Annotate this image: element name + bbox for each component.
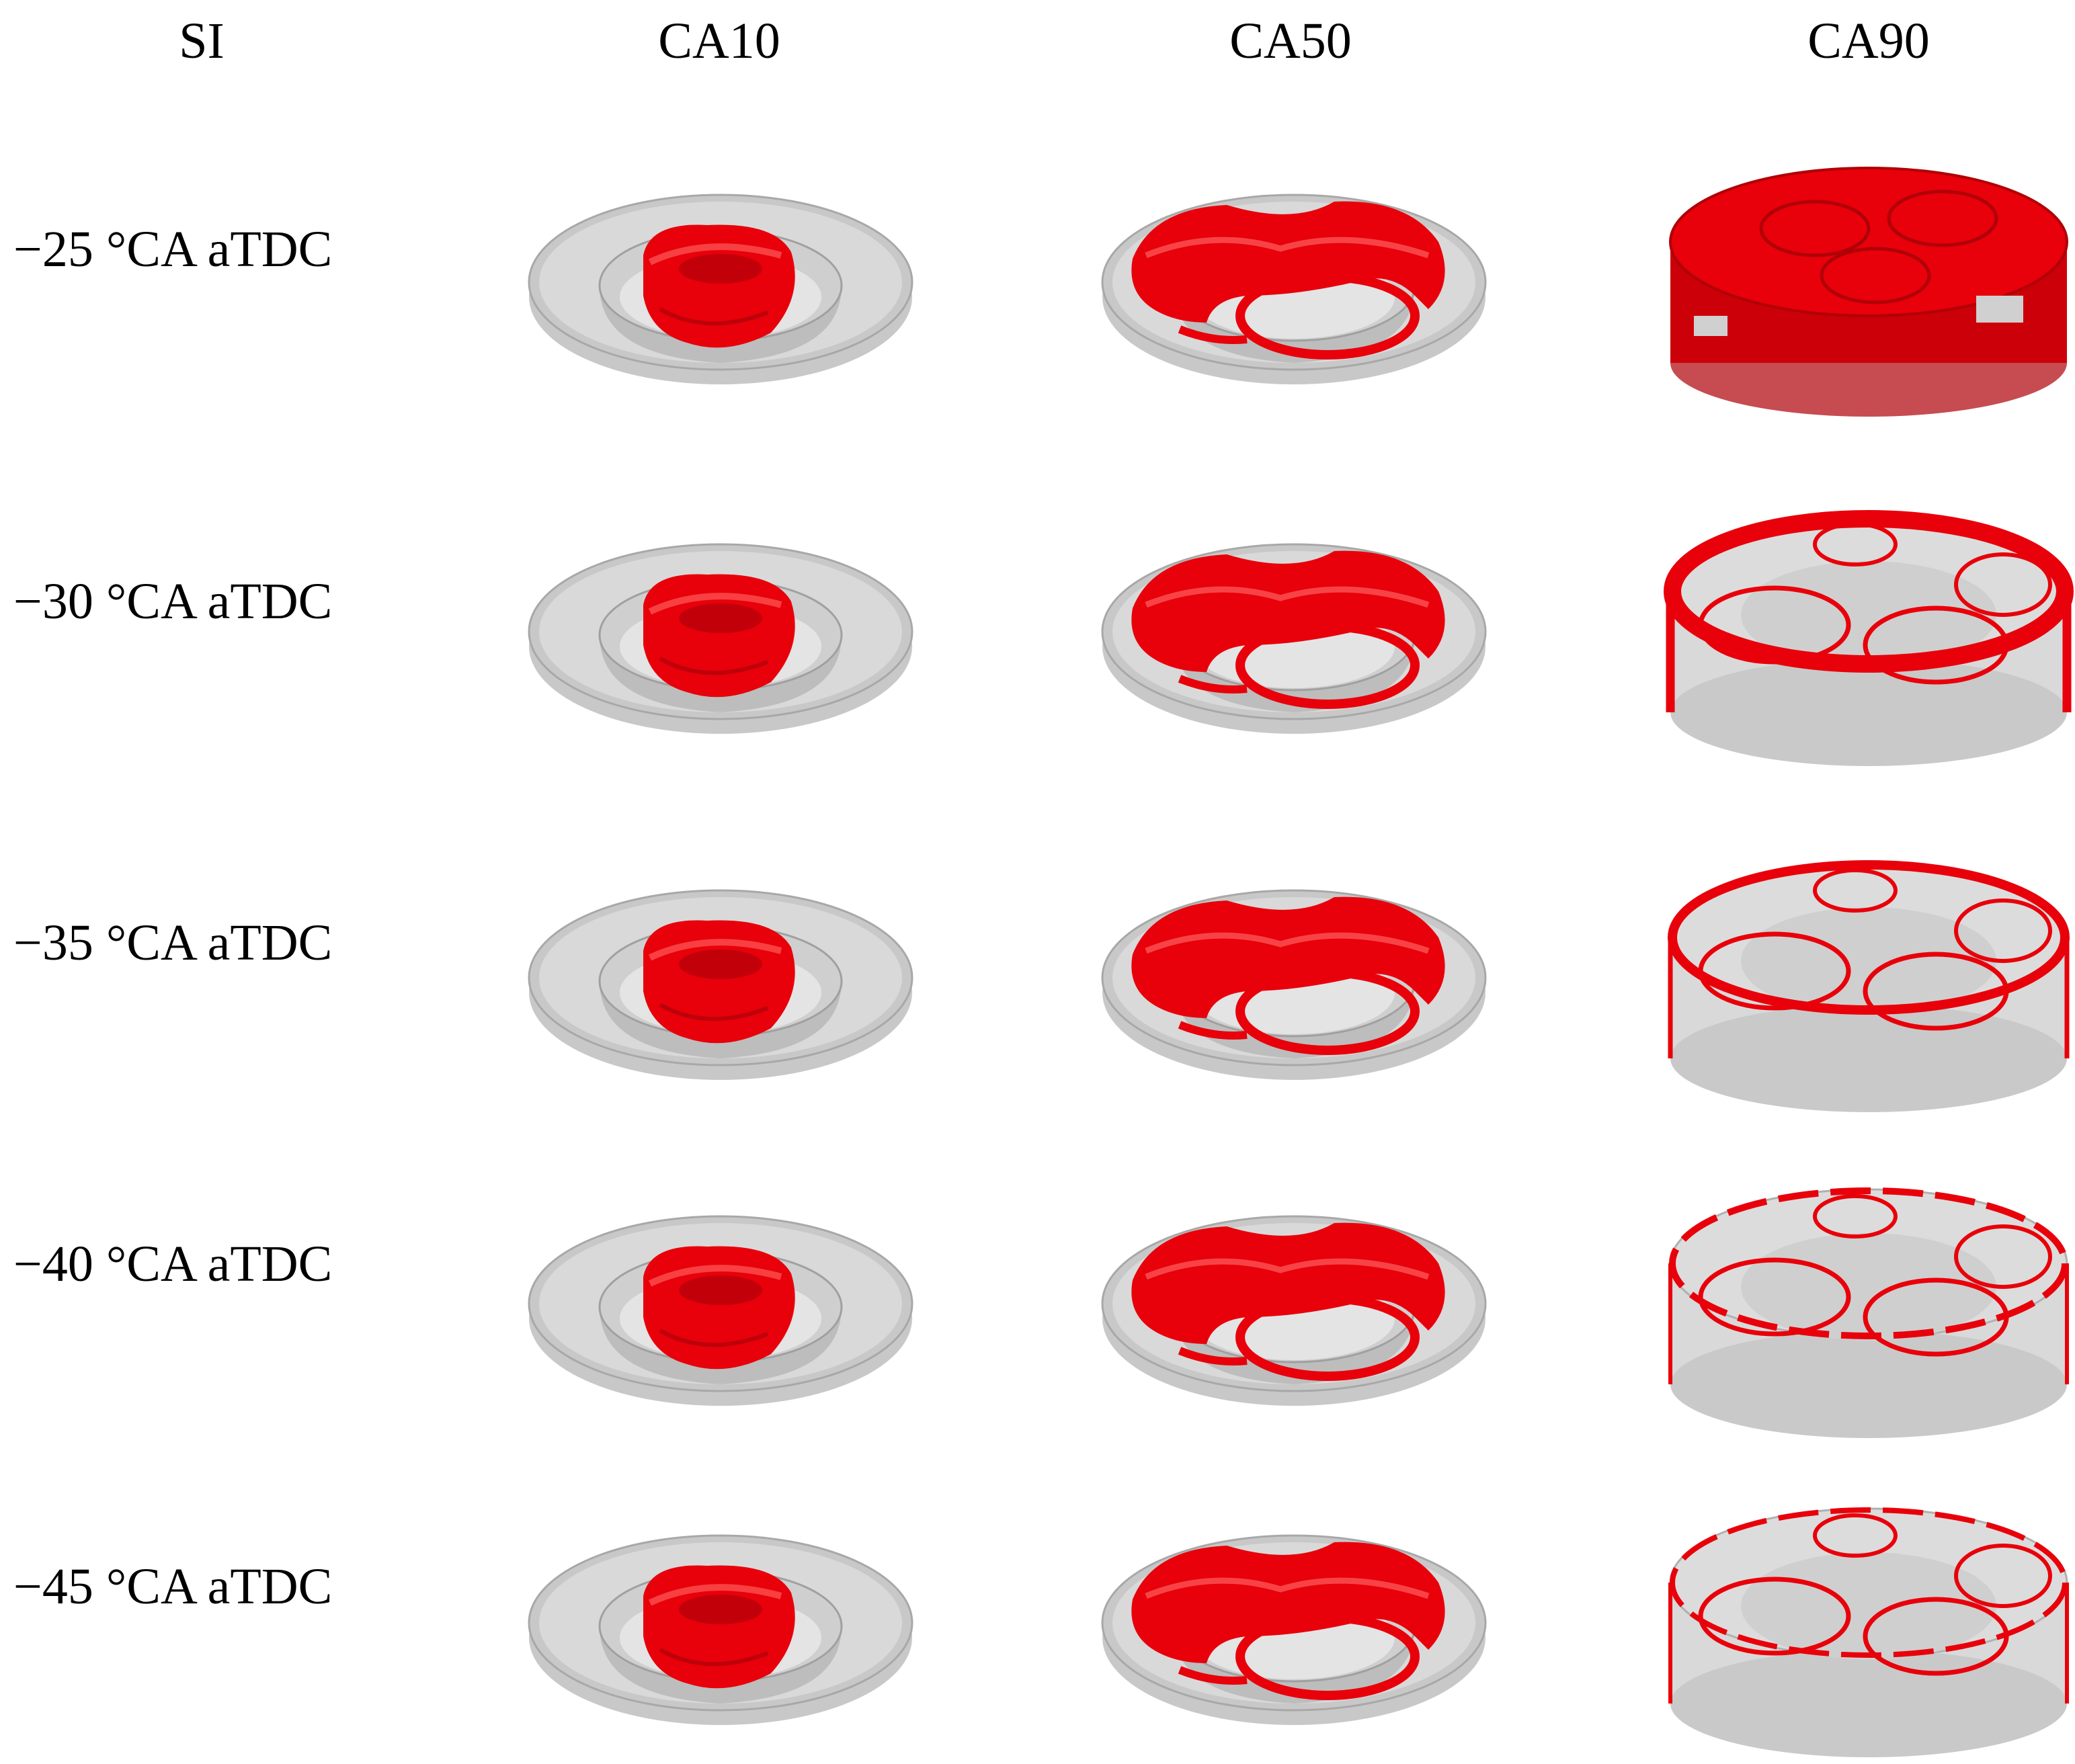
flame-image-si-35-ca50 <box>1079 837 1509 1119</box>
header-si: SI <box>179 13 225 69</box>
flame-image-si-40-ca10 <box>505 1163 936 1445</box>
flame-image-si-45-ca90 <box>1654 1482 2075 1764</box>
flame-image-si-40-ca50 <box>1079 1163 1509 1445</box>
row-label-si-30: −30 °CA aTDC <box>13 573 333 630</box>
header-ca50: CA50 <box>1229 13 1352 69</box>
header-ca90: CA90 <box>1807 13 1930 69</box>
row-label-si-40: −40 °CA aTDC <box>13 1236 333 1292</box>
flame-image-si-30-ca50 <box>1079 491 1509 773</box>
flame-image-si-35-ca90 <box>1654 837 2075 1119</box>
flame-image-si-25-ca90 <box>1654 141 2075 423</box>
row-label-si-25: −25 °CA aTDC <box>13 221 333 278</box>
flame-image-si-35-ca10 <box>505 837 936 1119</box>
flame-image-si-40-ca90 <box>1654 1163 2075 1445</box>
flame-image-si-25-ca10 <box>505 141 936 423</box>
flame-image-si-45-ca50 <box>1079 1482 1509 1764</box>
row-label-si-35: −35 °CA aTDC <box>13 915 333 971</box>
row-label-si-45: −45 °CA aTDC <box>13 1558 333 1615</box>
flame-image-si-30-ca10 <box>505 491 936 773</box>
flame-image-si-25-ca50 <box>1079 141 1509 423</box>
flame-image-si-30-ca90 <box>1654 491 2075 773</box>
flame-image-si-45-ca10 <box>505 1482 936 1764</box>
header-ca10: CA10 <box>658 13 780 69</box>
